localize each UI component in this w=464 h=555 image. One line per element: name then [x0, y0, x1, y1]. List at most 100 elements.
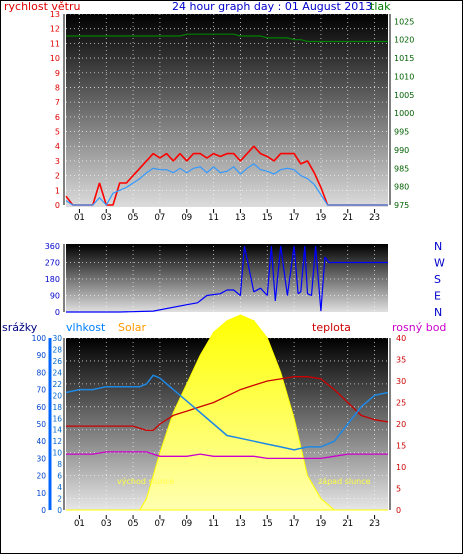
wind-panel-grid	[66, 13, 388, 205]
rain-axis-tick-label: 10	[36, 489, 46, 498]
temperature-axis-tick-label: 0	[396, 506, 401, 515]
climate-panel-axes: 0102030405060708090100024681012141618202…	[32, 334, 407, 529]
humidity-axis-tick-label: 2	[57, 495, 62, 504]
wind-panel-series	[65, 33, 388, 207]
wind-direction-series-line	[66, 245, 388, 313]
rain-axis-tick-label: 90	[36, 351, 46, 360]
humidity-axis-tick-label: 30	[52, 334, 62, 343]
humidity-axis-tick-label: 22	[52, 380, 62, 389]
humidity-axis-tick-label: 16	[52, 414, 62, 423]
pressure-axis-tick-label: 1000	[394, 109, 414, 118]
x-tick-label: 19	[316, 519, 327, 529]
humidity-axis-tick-label: 20	[52, 391, 62, 400]
rain-label: srážky	[2, 321, 38, 334]
x-tick-label: 05	[128, 519, 139, 529]
x-tick-label: 11	[208, 213, 219, 223]
rain-axis-tick-label: 60	[36, 403, 46, 412]
rain-axis-tick-label: 0	[41, 506, 46, 515]
temperature-axis-tick-label: 40	[396, 334, 406, 343]
wind-axis-tick-label: 6	[55, 113, 60, 122]
sunrise-label: východ slunce	[117, 477, 174, 486]
humidity-axis-tick-label: 24	[52, 368, 62, 377]
wind-axis-tick-label: 11	[50, 39, 60, 48]
direction-panel-background	[66, 244, 388, 312]
x-tick-label: 23	[369, 519, 380, 529]
temperature-series-line	[66, 376, 389, 432]
compass-direction-label: W	[434, 257, 445, 270]
wind-axis-tick-label: 1	[55, 186, 60, 195]
x-tick-label: 01	[74, 213, 85, 223]
x-tick-label: 21	[342, 519, 353, 529]
x-tick-label: 03	[101, 213, 112, 223]
temperature-label: teplota	[312, 321, 351, 334]
x-tick-label: 01	[74, 519, 85, 529]
wind-gust-series-line	[65, 163, 388, 207]
climate-panel-series	[65, 314, 389, 511]
pressure-label: tlak	[370, 0, 391, 13]
wind-axis-tick-label: 13	[50, 10, 60, 19]
direction-axis-tick-label: 270	[45, 259, 60, 268]
temperature-axis-tick-label: 30	[396, 377, 406, 386]
wind-speed-label: rychlost větru	[4, 0, 80, 13]
x-tick-label: 15	[262, 519, 273, 529]
pressure-axis-tick-label: 1015	[394, 54, 414, 63]
pressure-axis-tick-label: 985	[394, 164, 409, 173]
pressure-axis-tick-label: 1025	[394, 17, 414, 26]
humidity-axis-tick-label: 28	[52, 345, 62, 354]
rain-axis-tick-label: 20	[36, 472, 46, 481]
x-tick-label: 19	[316, 213, 327, 223]
humidity-axis-tick-label: 8	[57, 460, 62, 469]
wind-axis-tick-label: 8	[55, 83, 60, 92]
x-tick-label: 05	[128, 213, 139, 223]
direction-axis-tick-label: 90	[50, 292, 60, 301]
humidity-axis-tick-label: 10	[52, 449, 62, 458]
pressure-axis-tick-label: 1005	[394, 91, 414, 100]
humidity-series-line	[65, 374, 389, 451]
x-tick-label: 17	[289, 213, 300, 223]
chart-title: 24 hour graph day : 01 August 2013	[172, 0, 372, 13]
temperature-axis-tick-label: 35	[396, 356, 406, 365]
x-tick-label: 15	[262, 213, 273, 223]
temperature-axis-tick-label: 15	[396, 442, 406, 451]
wind-axis-tick-label: 12	[50, 25, 60, 34]
x-tick-label: 09	[181, 519, 192, 529]
humidity-label: vlhkost	[66, 321, 106, 334]
rain-axis-tick-label: 70	[36, 386, 46, 395]
direction-axis-tick-label: 180	[45, 275, 60, 284]
rain-axis-tick-label: 30	[36, 454, 46, 463]
solar-series-area	[66, 314, 388, 511]
dewpoint-label: rosný bod	[392, 321, 446, 334]
pressure-axis-tick-label: 1020	[394, 36, 414, 45]
compass-direction-label: S	[434, 273, 441, 286]
temperature-axis-tick-label: 25	[396, 399, 406, 408]
humidity-axis-tick-label: 18	[52, 403, 62, 412]
rain-axis-tick-label: 50	[36, 420, 46, 429]
x-tick-label: 07	[155, 519, 166, 529]
humidity-axis-tick-label: 26	[52, 357, 62, 366]
wind-axis-tick-label: 0	[55, 201, 60, 210]
temperature-axis-tick-label: 5	[396, 485, 401, 494]
pressure-axis-tick-label: 1010	[394, 72, 414, 81]
compass-direction-label: E	[434, 290, 441, 303]
humidity-axis-tick-label: 14	[52, 426, 62, 435]
humidity-axis-tick-label: 4	[57, 483, 62, 492]
pressure-axis-tick-label: 980	[394, 183, 409, 192]
humidity-axis-tick-label: 0	[57, 506, 62, 515]
humidity-axis-tick-label: 6	[57, 472, 62, 481]
rain-axis-tick-label: 80	[36, 368, 46, 377]
direction-axis-tick-label: 360	[45, 242, 60, 251]
x-tick-label: 17	[289, 519, 300, 529]
compass-direction-label: N	[434, 240, 442, 253]
x-tick-label: 23	[369, 213, 380, 223]
x-tick-label: 03	[101, 519, 112, 529]
compass-direction-label: N	[434, 306, 442, 319]
wind-axis-tick-label: 4	[55, 142, 60, 151]
pressure-axis-tick-label: 975	[394, 201, 409, 210]
x-tick-label: 09	[181, 213, 192, 223]
x-tick-label: 13	[235, 519, 246, 529]
dewpoint-series-line	[66, 451, 388, 460]
wind-axis-tick-label: 5	[55, 128, 60, 137]
